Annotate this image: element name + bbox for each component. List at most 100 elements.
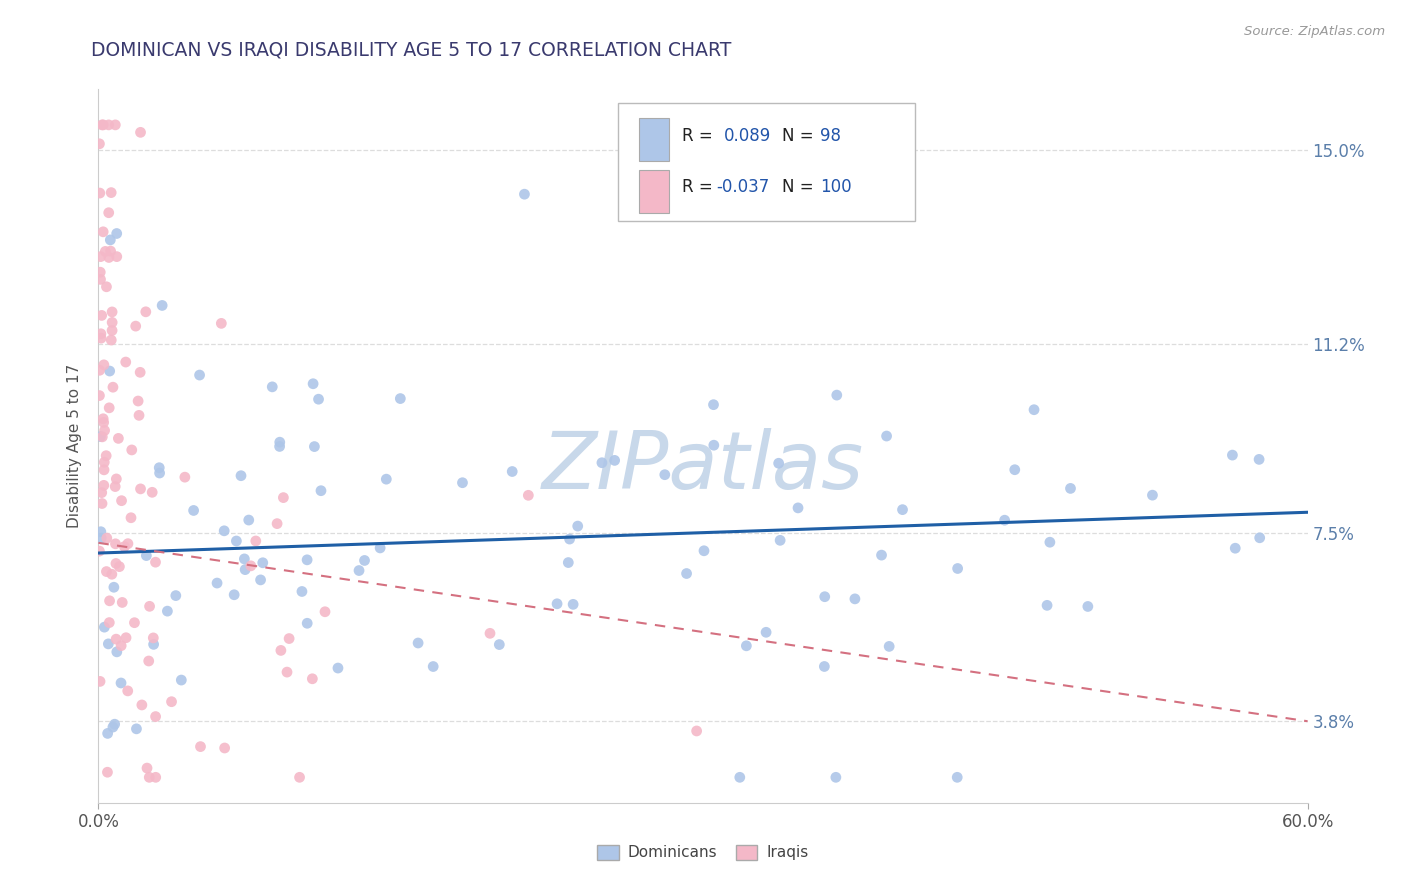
Point [112,540,135,554]
Point [91,411,114,425]
Point [105,645,128,659]
Point [96,280,118,294]
Point [262,380,284,394]
Text: 0.089: 0.089 [724,127,770,145]
Point [93,620,115,634]
Point [170,673,193,687]
Point [302,376,325,391]
Point [375,472,398,486]
Text: R =: R = [682,127,718,145]
Point [288,770,311,784]
Point [451,475,474,490]
Point [266,516,288,531]
Point [90,331,112,345]
Point [389,392,412,406]
Point [91,496,114,510]
Point [406,636,429,650]
Point [813,659,835,673]
Point [97,251,120,265]
Point [1036,599,1059,613]
Text: ZIPatlas: ZIPatlas [541,428,865,507]
Point [368,541,391,555]
Point [97,726,120,740]
Point [114,355,136,369]
Point [135,549,157,563]
Point [90,309,112,323]
Point [93,424,115,438]
Point [105,472,128,486]
Point [131,698,153,712]
Point [97,637,120,651]
Point [138,599,160,614]
Point [1225,541,1247,556]
Point [693,543,716,558]
Point [309,483,332,498]
Point [165,589,187,603]
Point [314,605,336,619]
Point [728,770,751,784]
Point [105,632,128,647]
Point [567,519,589,533]
Legend: Dominicans, Iraqis: Dominicans, Iraqis [592,838,814,866]
Point [142,637,165,651]
Point [173,470,195,484]
Point [304,440,326,454]
Point [214,741,236,756]
Point [120,510,142,524]
Point [98,615,121,630]
Point [183,503,205,517]
Point [301,672,323,686]
Point [96,565,118,579]
Point [824,770,846,784]
Point [96,449,118,463]
Point [90,524,112,539]
Point [156,604,179,618]
Point [270,643,292,657]
Point [91,225,114,239]
Point [89,186,111,200]
Point [124,615,146,630]
Point [1142,488,1164,502]
Point [90,531,112,545]
Point [190,739,212,754]
Point [252,556,274,570]
Point [269,439,291,453]
Point [91,118,114,132]
Point [703,438,725,452]
Point [96,531,118,545]
Text: -0.037: -0.037 [716,178,769,196]
Point [103,580,125,594]
Point [127,394,149,409]
Point [93,478,115,492]
Point [101,315,124,329]
Point [229,468,252,483]
Point [136,761,159,775]
FancyBboxPatch shape [619,103,915,221]
Point [100,244,122,258]
Point [891,502,914,516]
Point [125,722,148,736]
Y-axis label: Disability Age 5 to 17: Disability Age 5 to 17 [67,364,83,528]
Text: 100: 100 [820,178,852,196]
Point [291,584,314,599]
Point [768,456,790,470]
Point [546,597,568,611]
Point [129,365,152,379]
Point [100,186,122,200]
Point [654,467,676,482]
Point [1249,452,1271,467]
Point [877,640,900,654]
Point [138,770,160,784]
Point [1022,402,1045,417]
Point [269,435,291,450]
Point [517,488,540,502]
Point [557,556,579,570]
Point [685,723,707,738]
Point [90,250,112,264]
Point [787,500,810,515]
Point [225,534,247,549]
Point [145,770,167,784]
Point [844,591,866,606]
Point [145,709,167,723]
Point [101,305,124,319]
